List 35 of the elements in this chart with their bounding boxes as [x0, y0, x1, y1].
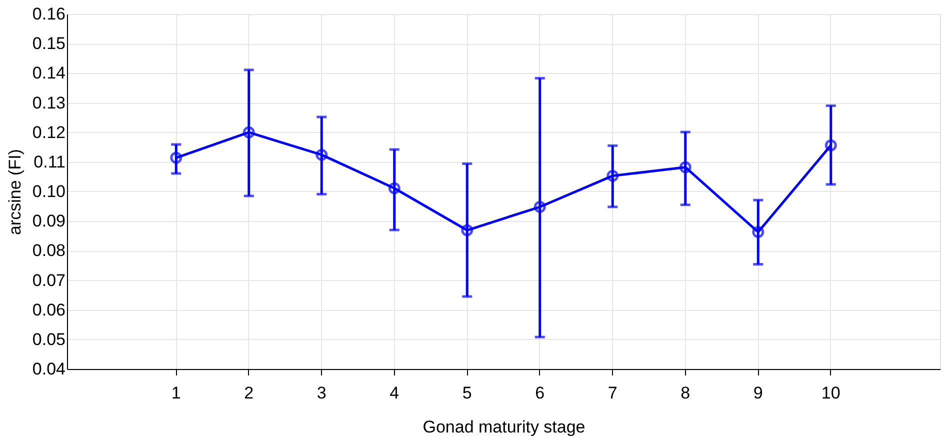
- x-tick-label: 4: [390, 384, 400, 402]
- point: [824, 139, 837, 152]
- y-tick-label: 0.06: [32, 300, 66, 320]
- x-tick-label: 9: [753, 384, 763, 402]
- x-tick-label: 3: [316, 384, 326, 402]
- y-tick-label: 0.16: [32, 4, 66, 24]
- point: [242, 126, 255, 138]
- point: [316, 148, 328, 161]
- point: [461, 224, 474, 236]
- point: [388, 182, 400, 194]
- x-axis-title: Gonad maturity stage: [422, 418, 586, 436]
- y-tick-label: 0.09: [32, 212, 66, 231]
- y-tick-label: 0.12: [32, 122, 66, 142]
- y-tick-label: 0.05: [32, 330, 66, 349]
- point: [752, 226, 764, 238]
- x-tick-label: 7: [608, 384, 618, 402]
- x-tick-label: 1: [171, 384, 181, 402]
- x-tick-label: 8: [680, 384, 690, 402]
- y-tick-label: 0.11: [34, 152, 66, 172]
- y-tick-label: 0.14: [32, 64, 66, 83]
- y-tick-label: 0.08: [32, 241, 66, 260]
- y-tick-label: 0.04: [32, 360, 66, 378]
- x-tick-label: 5: [462, 384, 472, 402]
- point: [679, 161, 692, 174]
- point: [170, 152, 182, 164]
- x-tick-label: 2: [244, 384, 254, 402]
- point: [534, 200, 546, 213]
- y-axis-title: arcsine (FI): [5, 149, 24, 235]
- x-tick-label: 10: [821, 384, 840, 402]
- y-tick-label: 0.10: [32, 182, 66, 201]
- y-tick-label: 0.13: [32, 93, 66, 112]
- point: [606, 170, 619, 182]
- y-tick-label: 0.15: [32, 34, 66, 54]
- x-tick-label: 6: [535, 384, 545, 402]
- y-tick-label: 0.07: [32, 270, 66, 290]
